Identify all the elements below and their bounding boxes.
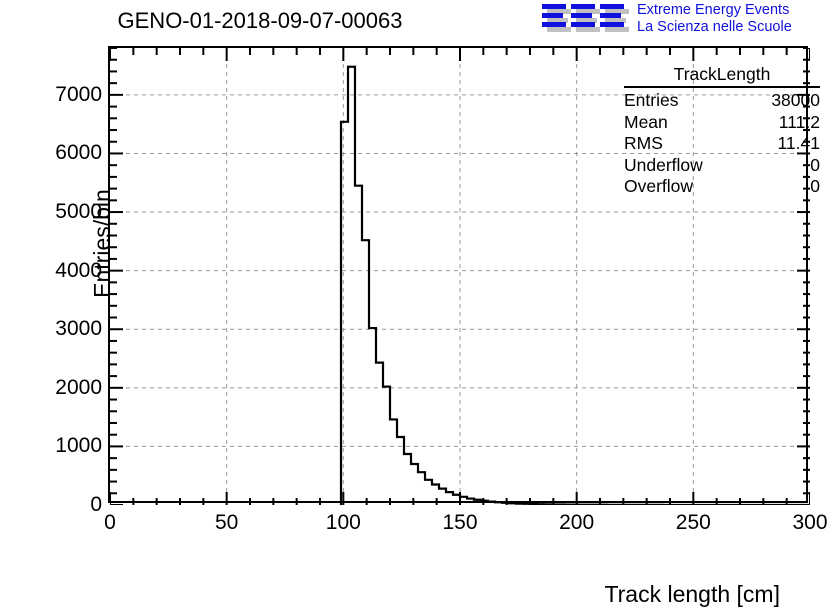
y-tick-label: 3000 (55, 317, 102, 341)
stats-row-entries: Entries 38000 (618, 90, 826, 112)
stats-row-mean: Mean 111.2 (618, 112, 826, 134)
stats-value-underflow: 0 (810, 154, 820, 175)
x-axis-title: Track length [cm] (604, 581, 780, 607)
eee-logo-text: Extreme Energy Events La Scienza nelle S… (637, 2, 792, 35)
y-tick-label: 6000 (55, 141, 102, 165)
eee-logo-line2: La Scienza nelle Scuole (637, 18, 792, 35)
stats-key-entries: Entries (624, 90, 679, 110)
stats-key-underflow: Underflow (624, 154, 703, 175)
stats-title: TrackLength (673, 64, 771, 84)
x-tick-label: 300 (792, 511, 828, 534)
stats-value-mean: 111.2 (778, 111, 820, 132)
root-canvas: GENO-01-2018-09-07-00063 (55, 2, 836, 607)
stats-key-mean: Mean (624, 111, 668, 132)
y-tick-label: 4000 (55, 258, 102, 282)
x-tick-label: 0 (104, 511, 116, 534)
y-tick-label: 0 (90, 493, 102, 516)
stats-value-rms: 11.41 (777, 133, 821, 153)
y-tick-label: 5000 (55, 200, 102, 224)
stats-key-overflow: Overflow (624, 176, 694, 196)
stats-row-rms: RMS 11.41 (618, 133, 826, 155)
eee-logo-line1: Extreme Energy Events (637, 2, 790, 18)
x-tick-label: 50 (214, 511, 239, 534)
stats-value-overflow: 0 (810, 176, 820, 196)
x-tick-label: 200 (559, 511, 595, 534)
stats-row-overflow: Overflow 0 (618, 176, 826, 198)
histogram-plot (110, 48, 810, 505)
stats-value-entries: 38000 (771, 90, 820, 110)
y-tick-label: 2000 (55, 375, 102, 399)
stats-box: TrackLength Entries 38000 Mean 111.2 RMS… (618, 64, 826, 198)
stats-divider (624, 86, 820, 88)
stats-key-rms: RMS (624, 133, 663, 153)
x-tick-label: 100 (325, 511, 361, 534)
y-tick-label: 1000 (55, 434, 102, 458)
x-tick-label: 250 (675, 511, 711, 534)
x-tick-label: 150 (442, 511, 478, 534)
eee-logo: Extreme Energy Events La Scienza nelle S… (541, 2, 836, 37)
stats-row-underflow: Underflow 0 (618, 155, 826, 177)
page-title: GENO-01-2018-09-07-00063 (117, 8, 403, 33)
eee-logo-mark-icon (542, 4, 629, 32)
plot-frame: TrackLength Entries 38000 Mean 111.2 RMS… (55, 46, 828, 607)
y-tick-label: 7000 (55, 82, 102, 106)
